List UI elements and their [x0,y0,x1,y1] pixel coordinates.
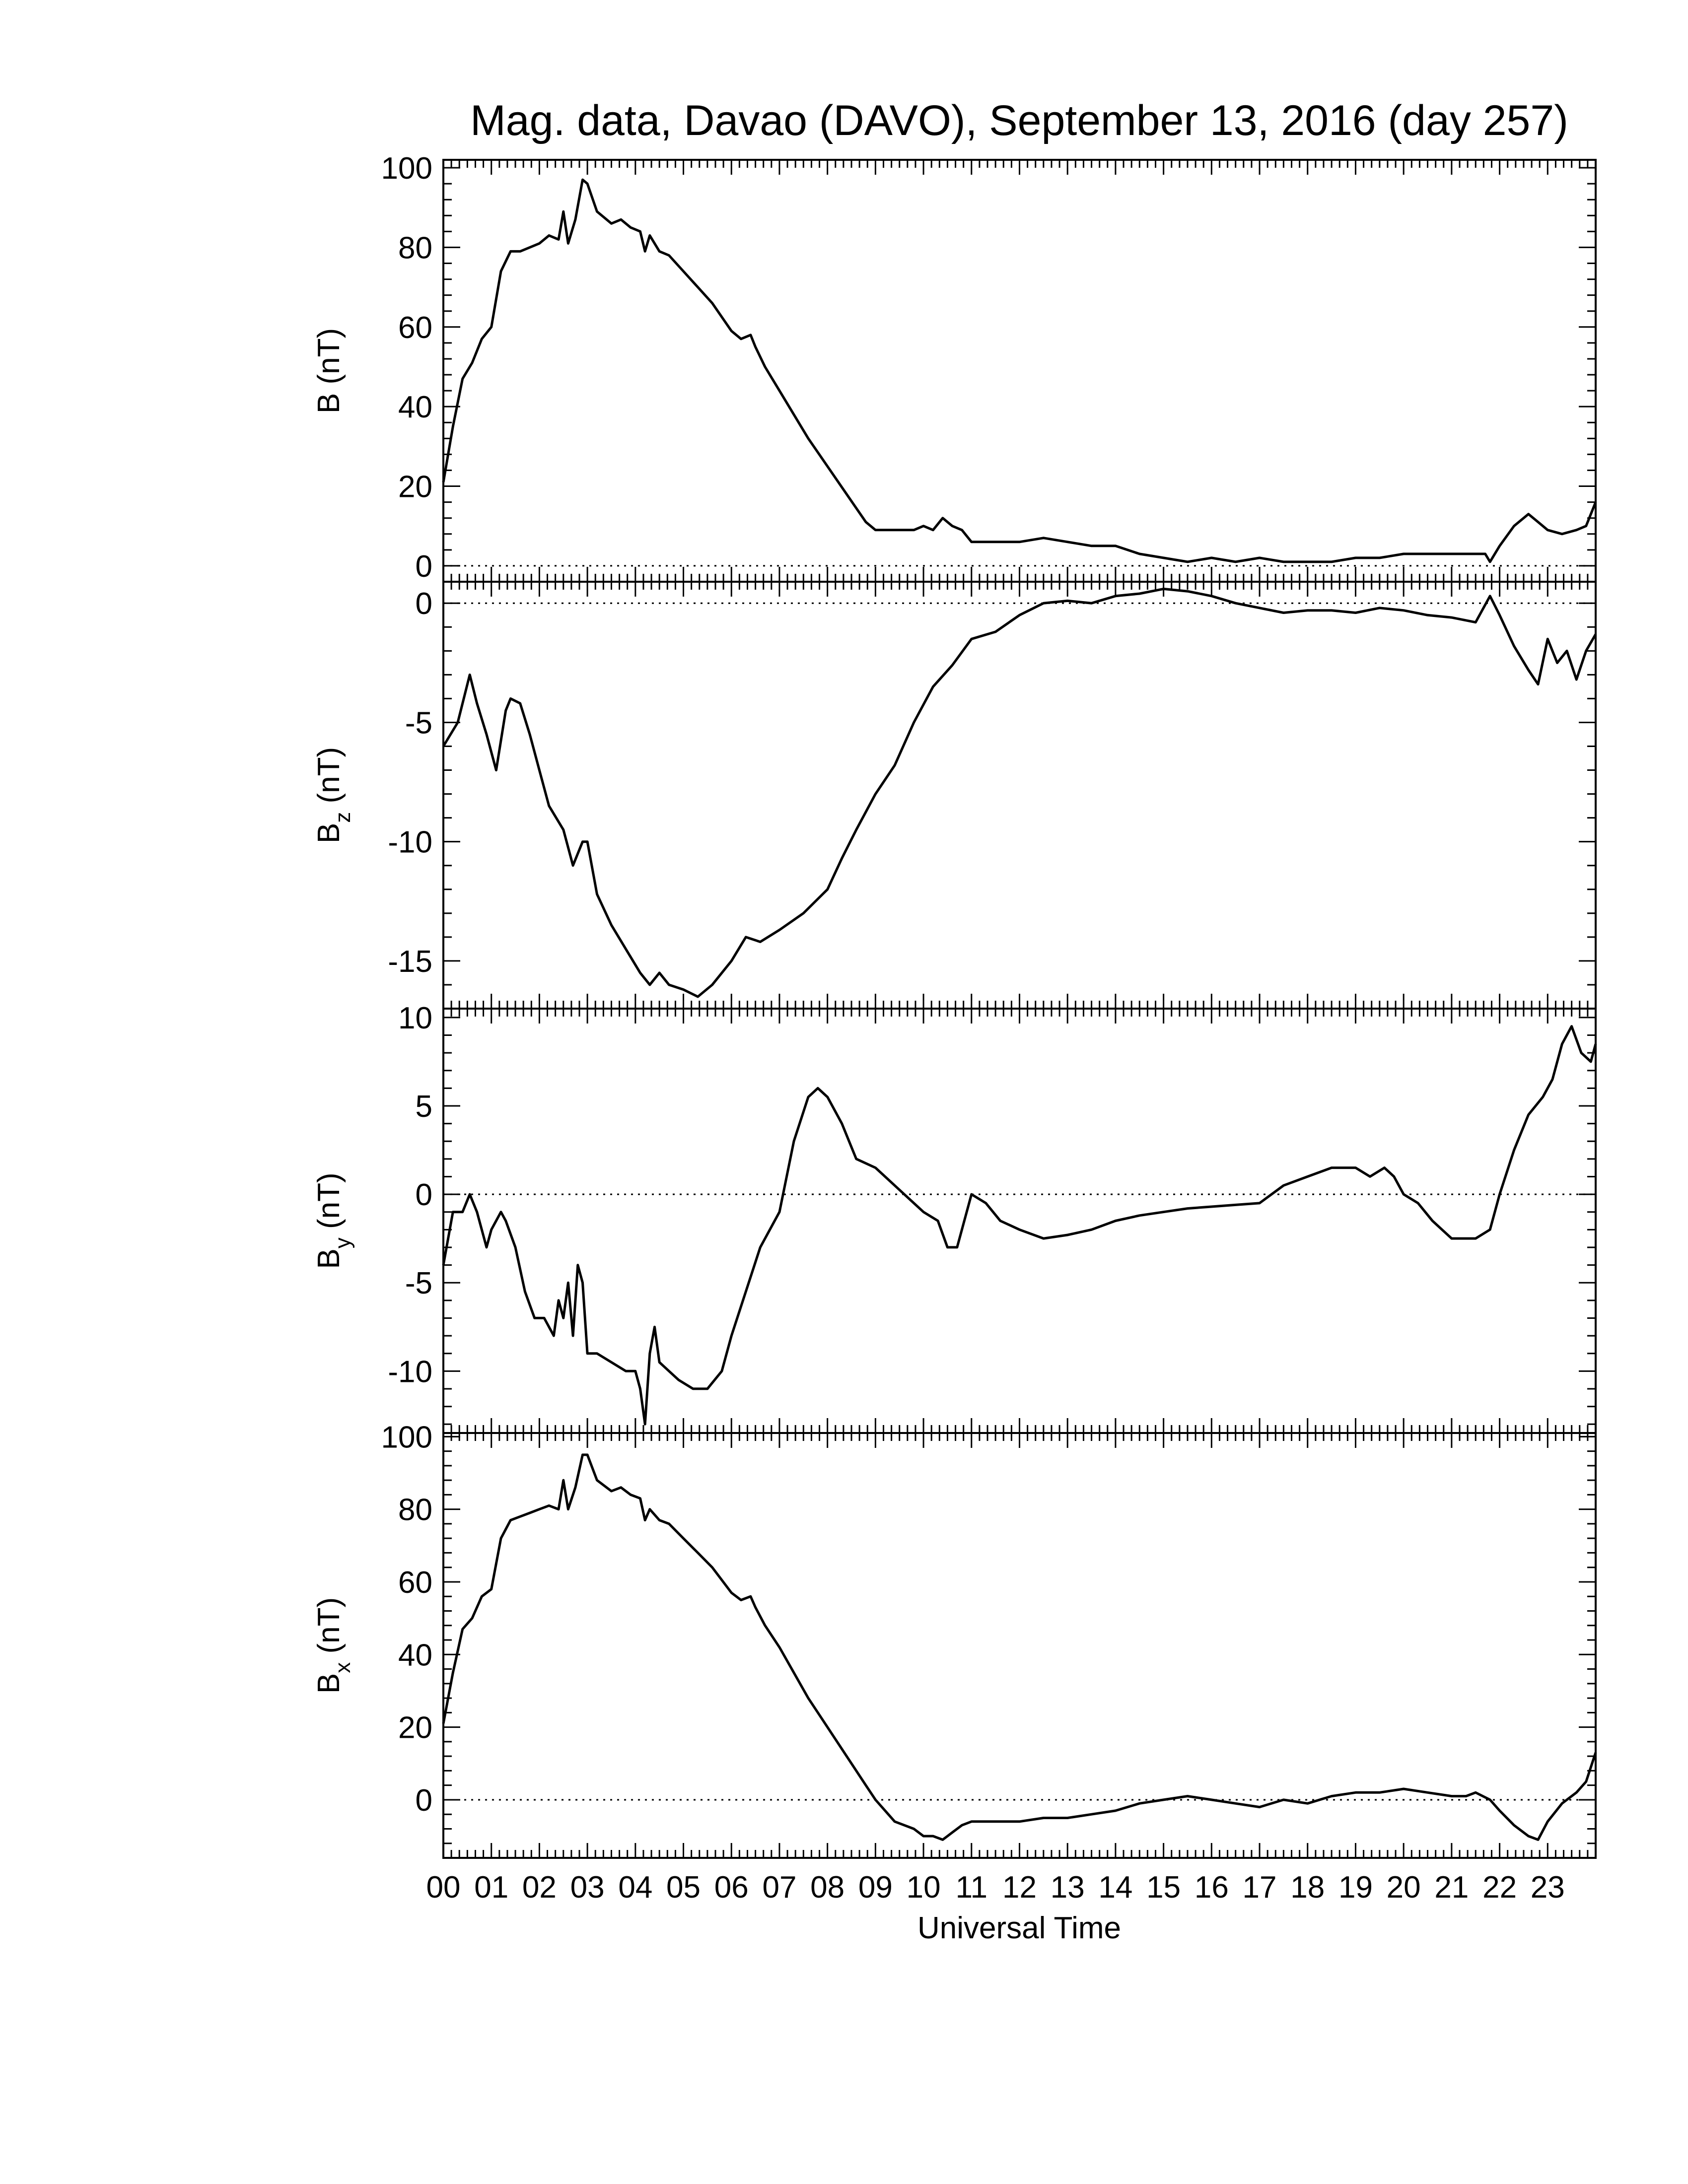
x-tick-label: 03 [570,1870,605,1905]
x-tick-label: 06 [714,1870,749,1905]
y-tick-label: 20 [398,1711,432,1745]
y-tick-label: 0 [416,549,432,584]
x-tick-label: 05 [666,1870,701,1905]
x-tick-label: 11 [956,1870,987,1905]
x-tick-label: 22 [1482,1870,1517,1905]
x-tick-label: 04 [618,1870,652,1905]
y-axis-label: Bx (nT) [312,1597,355,1694]
x-tick-label: 07 [762,1870,796,1905]
y-axis-label-main: B [312,823,346,843]
y-tick-label: 0 [416,587,432,621]
x-tick-label: 23 [1531,1870,1565,1905]
y-tick-label: 40 [398,1638,432,1672]
x-tick-label: 09 [858,1870,893,1905]
x-tick-label: 01 [474,1870,508,1905]
y-tick-label: 60 [398,311,432,345]
y-tick-label: 40 [398,390,432,424]
x-axis-label: Universal Time [917,1911,1121,1945]
y-tick-label: -5 [405,706,432,740]
y-tick-label: 100 [381,1420,432,1454]
y-tick-label: -10 [388,825,432,860]
series-line-Bx [442,1453,1597,1841]
y-axis-label-subscript: x [331,1662,355,1673]
y-axis-label-unit: (nT) [312,1597,346,1662]
panel-frame [442,1432,1597,1859]
x-tick-labels: 00 01 02 03 04 05 06 07 08 09 10 11 12 13 14 15 16 17 18 19… [426,1870,1565,1905]
chart-title: Mag. data, Davao (DAVO), September 13, 2… [470,97,1568,144]
y-tick-label: 20 [398,470,432,504]
x-tick-label: 10 [907,1870,941,1905]
y-axis-label-subscript: z [331,812,355,823]
x-tick-label: 18 [1290,1870,1325,1905]
x-tick-label: 20 [1387,1870,1421,1905]
y-tick-label: 5 [416,1090,432,1124]
x-tick-label: 02 [522,1870,557,1905]
x-tick-label: 12 [1002,1870,1037,1905]
y-axis-label: By (nT) [312,1172,355,1269]
x-tick-label: 21 [1434,1870,1469,1905]
y-axis-label: Bz (nT) [312,747,355,843]
x-tick-label: 14 [1098,1870,1132,1905]
x-tick-label: 08 [810,1870,844,1905]
panel-Bx: 0 20 40 60 80 100 Bx (nT) [312,1420,1597,1859]
x-tick-label: 13 [1051,1870,1085,1905]
x-tick-label: 17 [1243,1870,1277,1905]
panel-B: 0 20 40 60 80 100 B (nT) [312,151,1597,584]
x-tick-label: 16 [1195,1870,1229,1905]
y-axis-label-main: B [312,1673,346,1694]
y-tick-label: 10 [398,1001,432,1035]
y-axis-label-main: B [312,1248,346,1269]
series-line-Bz [442,587,1597,998]
y-tick-label: 0 [416,1178,432,1212]
y-axis-label-unit: (nT) [312,747,346,812]
series-line-B [442,178,1597,563]
y-axis-label-unit: (nT) [312,1172,346,1237]
y-tick-label: 0 [416,1783,432,1818]
y-tick-label: -10 [388,1355,432,1389]
y-axis-label-main: B [312,393,346,413]
y-tick-label: 60 [398,1566,432,1600]
y-tick-label: -5 [405,1266,432,1300]
panel-By: -10 -5 0 5 10 By (nT) [312,1001,1597,1434]
y-tick-label: 100 [381,151,432,186]
x-tick-label: 00 [426,1870,461,1905]
y-axis-label-subscript: y [331,1237,355,1248]
series-line-By [442,1025,1597,1426]
y-axis-label: B (nT) [312,328,346,413]
x-tick-label: 19 [1338,1870,1373,1905]
x-tick-label: 15 [1146,1870,1181,1905]
y-tick-label: 80 [398,1493,432,1527]
y-axis-label-unit: (nT) [312,328,346,393]
y-tick-label: 80 [398,231,432,265]
y-tick-label: -15 [388,945,432,979]
